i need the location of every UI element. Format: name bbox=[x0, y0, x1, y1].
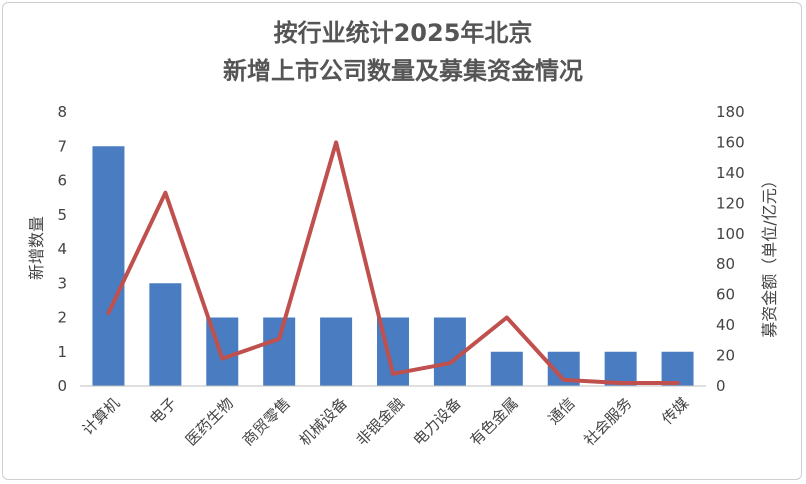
category-label: 非银金融 bbox=[353, 394, 408, 449]
y-right-tick-label: 20 bbox=[716, 347, 735, 365]
bar bbox=[92, 146, 125, 386]
right-axis-ticks: 0 20 40 60 80 100 120 140 160 180 bbox=[716, 103, 745, 395]
bar bbox=[604, 351, 637, 386]
y-left-tick-label: 2 bbox=[57, 309, 67, 327]
y-right-tick-label: 60 bbox=[716, 286, 735, 304]
bar bbox=[661, 351, 694, 386]
y-left-tick-label: 3 bbox=[57, 274, 67, 292]
y-left-tick-label: 6 bbox=[57, 172, 67, 190]
category-label: 通信 bbox=[545, 394, 579, 428]
y-right-tick-label: 100 bbox=[716, 225, 745, 243]
bar bbox=[320, 317, 353, 386]
bar bbox=[433, 317, 466, 386]
chart-title-line2: 新增上市公司数量及募集资金情况 bbox=[223, 57, 583, 85]
y-left-tick-label: 8 bbox=[57, 103, 67, 121]
y-axis-right-label: 募资金额（单位/亿元） bbox=[760, 172, 779, 337]
y-left-tick-label: 4 bbox=[57, 240, 67, 258]
bar bbox=[490, 351, 523, 386]
chart-title-line1: 按行业统计2025年北京 bbox=[274, 19, 533, 47]
y-left-tick-label: 1 bbox=[57, 343, 67, 361]
y-right-tick-label: 120 bbox=[716, 194, 745, 212]
y-right-tick-label: 80 bbox=[716, 255, 735, 273]
y-right-tick-label: 160 bbox=[716, 133, 745, 151]
y-right-tick-label: 140 bbox=[716, 164, 745, 182]
category-label: 计算机 bbox=[79, 394, 124, 439]
y-axis-left-label: 新增数量 bbox=[27, 216, 46, 280]
y-right-tick-label: 180 bbox=[716, 103, 745, 121]
bar bbox=[149, 283, 182, 386]
bar-series bbox=[92, 146, 694, 386]
y-right-tick-label: 0 bbox=[716, 377, 726, 395]
category-labels: 计算机 电子 医药生物 商贸零售 机械设备 非银金融 电力设备 有色金属 通信 社会服务 传媒 bbox=[79, 394, 693, 449]
category-label: 医药生物 bbox=[182, 394, 237, 449]
category-label: 电力设备 bbox=[410, 394, 465, 449]
category-label: 电子 bbox=[146, 394, 180, 428]
bar bbox=[263, 317, 296, 386]
y-left-tick-label: 5 bbox=[57, 206, 67, 224]
category-label: 有色金属 bbox=[466, 394, 521, 449]
y-left-tick-label: 0 bbox=[57, 377, 67, 395]
category-label: 商贸零售 bbox=[239, 394, 294, 449]
category-label: 机械设备 bbox=[296, 394, 351, 449]
line-series-fundraising bbox=[106, 140, 680, 385]
y-left-tick-label: 7 bbox=[57, 137, 67, 155]
y-right-tick-label: 40 bbox=[716, 316, 735, 334]
left-axis-ticks: 0 1 2 3 4 5 6 7 8 bbox=[57, 103, 67, 395]
category-label: 社会服务 bbox=[580, 394, 635, 449]
category-label: 传媒 bbox=[658, 394, 692, 428]
